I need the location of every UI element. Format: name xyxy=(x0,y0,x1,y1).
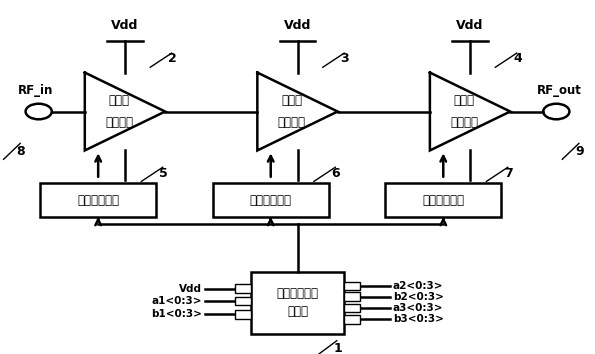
Text: 电流源: 电流源 xyxy=(287,305,308,318)
Text: b2<0:3>: b2<0:3> xyxy=(393,292,444,302)
Text: Vdd: Vdd xyxy=(456,19,484,32)
Text: 第三偶置电路: 第三偶置电路 xyxy=(422,194,464,206)
Text: 2: 2 xyxy=(168,52,177,65)
Text: Vdd: Vdd xyxy=(179,284,202,293)
Bar xyxy=(213,183,329,217)
Text: 第二偶置电路: 第二偶置电路 xyxy=(250,194,292,206)
Text: b1<0:3>: b1<0:3> xyxy=(151,309,202,319)
Bar xyxy=(344,292,361,301)
Text: a1<0:3>: a1<0:3> xyxy=(152,296,202,306)
Text: RF_in: RF_in xyxy=(18,84,54,97)
Text: 3: 3 xyxy=(340,52,349,65)
Bar xyxy=(344,304,361,312)
Text: 1: 1 xyxy=(333,342,342,354)
Text: 5: 5 xyxy=(159,167,168,180)
Text: a3<0:3>: a3<0:3> xyxy=(393,303,443,313)
Text: 8: 8 xyxy=(17,144,25,158)
Text: a2<0:3>: a2<0:3> xyxy=(393,281,443,291)
Text: 7: 7 xyxy=(505,167,513,180)
Bar xyxy=(234,310,251,319)
Text: 第二级: 第二级 xyxy=(281,94,302,107)
Text: 放大电路: 放大电路 xyxy=(277,116,306,129)
Text: b3<0:3>: b3<0:3> xyxy=(393,314,444,324)
Text: 4: 4 xyxy=(513,52,522,65)
Text: 第三级: 第三级 xyxy=(453,94,475,107)
Text: 第一级: 第一级 xyxy=(108,94,130,107)
Text: 第一偶置电路: 第一偶置电路 xyxy=(77,194,119,206)
Text: 多路带隙基准: 多路带隙基准 xyxy=(277,287,318,300)
Text: 放大电路: 放大电路 xyxy=(450,116,478,129)
Text: Vdd: Vdd xyxy=(284,19,311,32)
Bar xyxy=(234,297,251,305)
Text: RF_out: RF_out xyxy=(537,84,582,97)
Text: 6: 6 xyxy=(332,167,340,180)
Bar xyxy=(40,183,156,217)
Text: Vdd: Vdd xyxy=(111,19,139,32)
Bar xyxy=(251,272,344,333)
Text: 9: 9 xyxy=(575,144,584,158)
Bar xyxy=(344,282,361,290)
Text: 放大电路: 放大电路 xyxy=(105,116,133,129)
Bar xyxy=(344,315,361,324)
Bar xyxy=(386,183,502,217)
Bar xyxy=(234,284,251,293)
